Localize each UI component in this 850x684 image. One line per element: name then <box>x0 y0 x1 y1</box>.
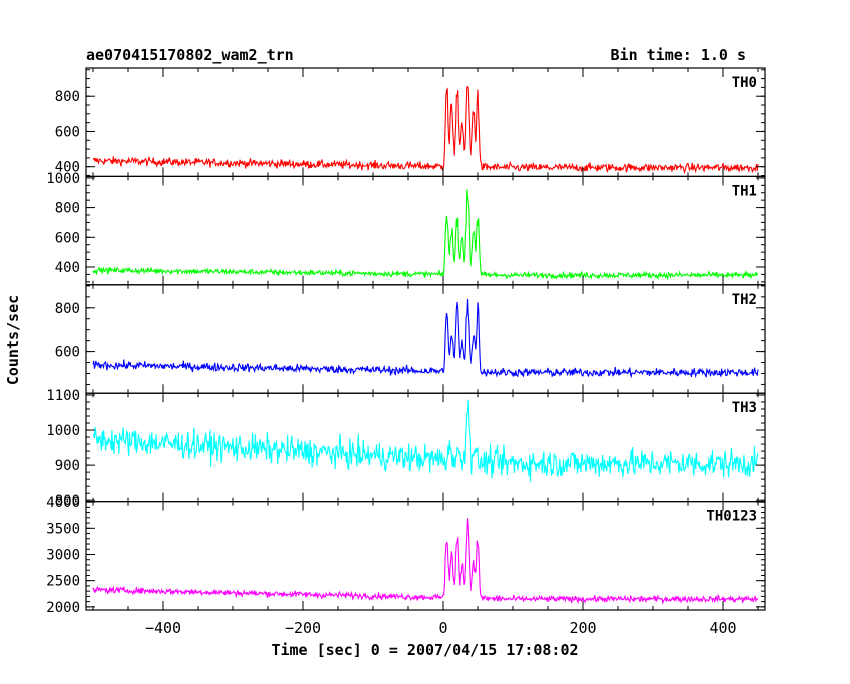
chart-title: ae070415170802_wam2_trn <box>86 46 294 64</box>
y-tick-label-th3: 900 <box>55 458 80 474</box>
panel-frame-th1 <box>85 175 766 286</box>
x-axis-label: Time [sec] 0 = 2007/04/15 17:08:02 <box>271 641 578 659</box>
y-tick-label-th1: 600 <box>55 230 80 246</box>
series-line-th0 <box>92 85 759 175</box>
y-tick-label-th1: 400 <box>55 260 80 276</box>
series-label-th0123: TH0123 <box>706 509 757 525</box>
y-tick-label-th2: 600 <box>55 345 80 361</box>
panels: 400 600 800 TH0 400 600 800 1000 TH1 600 800 TH2 800… <box>46 67 766 637</box>
series-line-th3 <box>92 399 759 482</box>
x-tick-label: −400 <box>145 619 181 637</box>
x-tick-label: 200 <box>569 619 596 637</box>
y-tick-label-th0: 600 <box>55 124 80 140</box>
y-tick-label-th0123: 4000 <box>46 495 80 511</box>
y-tick-label-th3: 1000 <box>46 423 80 439</box>
series-label-th3: TH3 <box>732 400 757 416</box>
series-line-th0123 <box>92 518 759 605</box>
series-label-th0: TH0 <box>732 75 757 91</box>
y-tick-label-th0: 800 <box>55 89 80 105</box>
y-tick-label-th1: 1000 <box>46 171 80 187</box>
y-tick-label-th0123: 2500 <box>46 574 80 590</box>
y-axis-label: Counts/sec <box>4 295 22 385</box>
series-line-th1 <box>92 189 759 281</box>
y-tick-label-th3: 1100 <box>46 388 80 404</box>
y-tick-label-th3: 800 <box>55 493 80 509</box>
bin-time-label: Bin time: 1.0 s <box>611 46 746 64</box>
panel-frame-th2 <box>85 284 766 394</box>
series-label-th2: TH2 <box>732 292 757 308</box>
x-tick-label: 0 <box>438 619 447 637</box>
panel-frame-th0123 <box>85 501 766 611</box>
y-tick-label-th1: 800 <box>55 201 80 217</box>
y-tick-label-th0123: 3000 <box>46 547 80 563</box>
series-label-th1: TH1 <box>732 183 757 199</box>
series-line-th2 <box>92 298 759 379</box>
y-tick-label-th2: 800 <box>55 301 80 317</box>
y-tick-label-th0123: 3500 <box>46 521 80 537</box>
x-tick-label: −200 <box>285 619 321 637</box>
y-tick-label-th0123: 2000 <box>46 600 80 616</box>
x-tick-label: 400 <box>709 619 736 637</box>
y-tick-label-th0: 400 <box>55 160 80 176</box>
